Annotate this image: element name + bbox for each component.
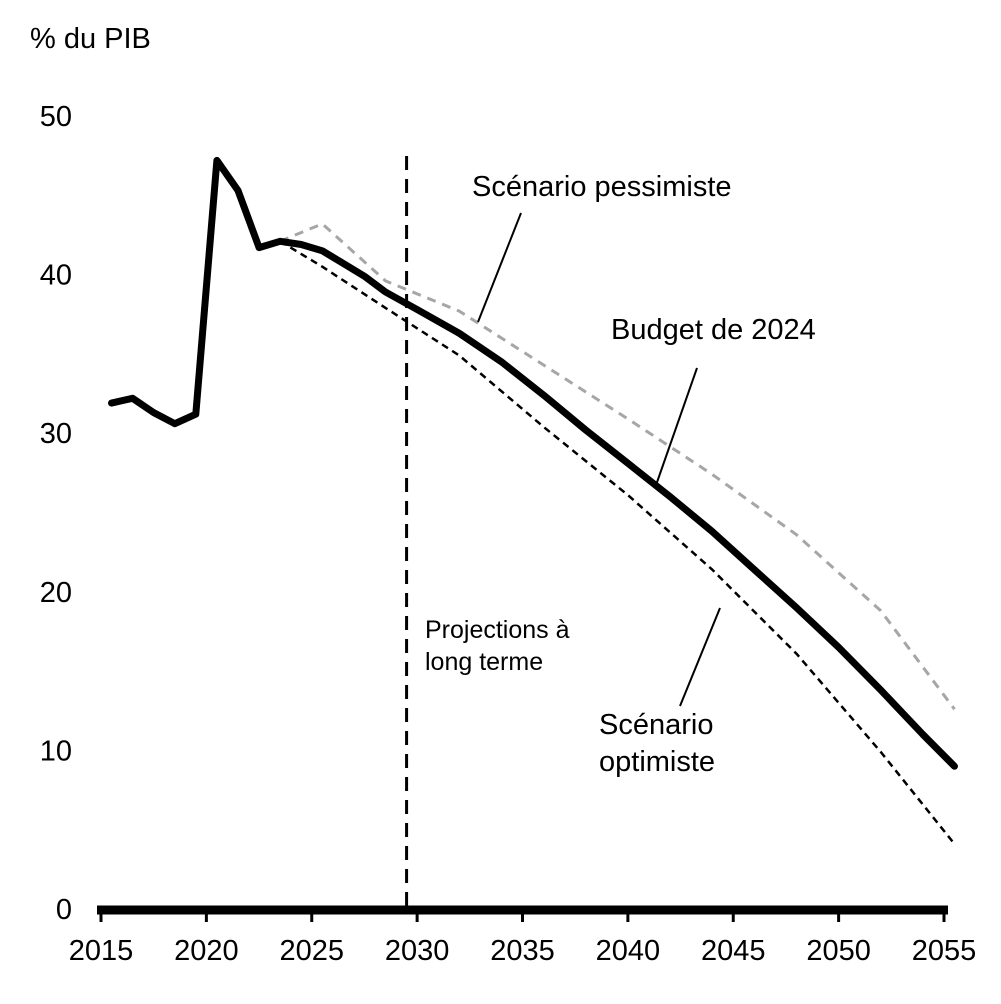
- leader-pessimiste: [477, 212, 522, 323]
- x-tick-label: 2055: [912, 935, 977, 967]
- y-tick-label: 0: [56, 894, 72, 926]
- x-tick-label: 2035: [490, 935, 555, 967]
- y-tick-labels: 0 10 20 30 40 50: [40, 101, 72, 926]
- annotation-projections: Projections à: [425, 616, 570, 644]
- leader-optimiste: [679, 607, 721, 707]
- y-tick-label: 10: [40, 735, 72, 767]
- y-tick-label: 50: [40, 101, 72, 133]
- annotation-leader-lines: [477, 212, 721, 707]
- annotation-budget: Budget de 2024: [611, 314, 816, 346]
- annotations: Scénario pessimiste Budget de 2024 Scénari…: [425, 171, 816, 778]
- y-tick-label: 30: [40, 418, 72, 450]
- y-tick-label: 20: [40, 577, 72, 609]
- annotation-projections: long terme: [425, 648, 543, 676]
- y-tick-label: 40: [40, 260, 72, 292]
- x-tick-label: 2015: [69, 935, 134, 967]
- x-tick-label: 2025: [279, 935, 344, 967]
- series-line-0: [108, 156, 958, 770]
- x-tick-marks: [99, 913, 946, 922]
- series-lines: [108, 156, 958, 845]
- annotation-optimiste: Scénario: [599, 709, 713, 741]
- x-tick-label: 2020: [174, 935, 239, 967]
- annotation-pessimiste: Scénario pessimiste: [472, 171, 732, 203]
- leader-budget: [654, 367, 698, 489]
- x-tick-label: 2040: [596, 935, 661, 967]
- x-tick-label: 2050: [806, 935, 871, 967]
- x-tick-labels: 2015 2020 2025 2030 2035 2040 2045 2050 2055: [69, 935, 977, 967]
- annotation-optimiste: optimiste: [599, 746, 715, 778]
- x-tick-label: 2030: [385, 935, 450, 967]
- y-axis-label: % du PIB: [30, 23, 151, 55]
- series-line-1: [279, 222, 956, 711]
- x-tick-label: 2045: [701, 935, 766, 967]
- series-line-2: [279, 240, 956, 845]
